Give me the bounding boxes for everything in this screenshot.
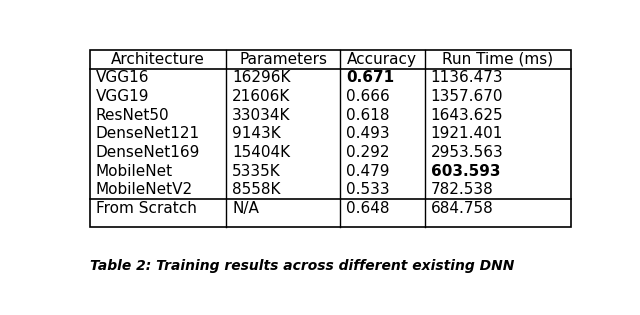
Text: 15404K: 15404K bbox=[232, 145, 291, 160]
Text: Run Time (ms): Run Time (ms) bbox=[442, 52, 554, 67]
Text: DenseNet121: DenseNet121 bbox=[96, 126, 200, 141]
Text: Table 2: Training results across different existing DNN: Table 2: Training results across differe… bbox=[90, 259, 515, 273]
Text: 33034K: 33034K bbox=[232, 108, 291, 123]
Text: N/A: N/A bbox=[232, 201, 259, 216]
Text: VGG16: VGG16 bbox=[96, 70, 149, 85]
Text: 1357.670: 1357.670 bbox=[431, 89, 503, 104]
Text: Accuracy: Accuracy bbox=[348, 52, 417, 67]
Text: 2953.563: 2953.563 bbox=[431, 145, 504, 160]
Text: 0.666: 0.666 bbox=[346, 89, 390, 104]
Text: 0.618: 0.618 bbox=[346, 108, 390, 123]
Text: 1136.473: 1136.473 bbox=[431, 70, 503, 85]
Text: MobileNetV2: MobileNetV2 bbox=[96, 182, 193, 197]
Text: ResNet50: ResNet50 bbox=[96, 108, 170, 123]
Text: 21606K: 21606K bbox=[232, 89, 291, 104]
Text: 0.493: 0.493 bbox=[346, 126, 390, 141]
Text: VGG19: VGG19 bbox=[96, 89, 149, 104]
Text: 16296K: 16296K bbox=[232, 70, 291, 85]
Text: 8558K: 8558K bbox=[232, 182, 281, 197]
Text: 1643.625: 1643.625 bbox=[431, 108, 503, 123]
Text: 5335K: 5335K bbox=[232, 163, 281, 179]
Text: 0.292: 0.292 bbox=[346, 145, 390, 160]
Text: MobileNet: MobileNet bbox=[96, 163, 173, 179]
Text: 9143K: 9143K bbox=[232, 126, 281, 141]
Text: 603.593: 603.593 bbox=[431, 163, 500, 179]
Text: 0.533: 0.533 bbox=[346, 182, 390, 197]
Text: 0.648: 0.648 bbox=[346, 201, 390, 216]
Text: 684.758: 684.758 bbox=[431, 201, 493, 216]
Text: 1921.401: 1921.401 bbox=[431, 126, 503, 141]
Text: Architecture: Architecture bbox=[111, 52, 205, 67]
Text: DenseNet169: DenseNet169 bbox=[96, 145, 200, 160]
Text: From Scratch: From Scratch bbox=[96, 201, 196, 216]
Text: 0.671: 0.671 bbox=[346, 70, 394, 85]
Text: Parameters: Parameters bbox=[239, 52, 327, 67]
Text: 0.479: 0.479 bbox=[346, 163, 390, 179]
Text: 782.538: 782.538 bbox=[431, 182, 493, 197]
